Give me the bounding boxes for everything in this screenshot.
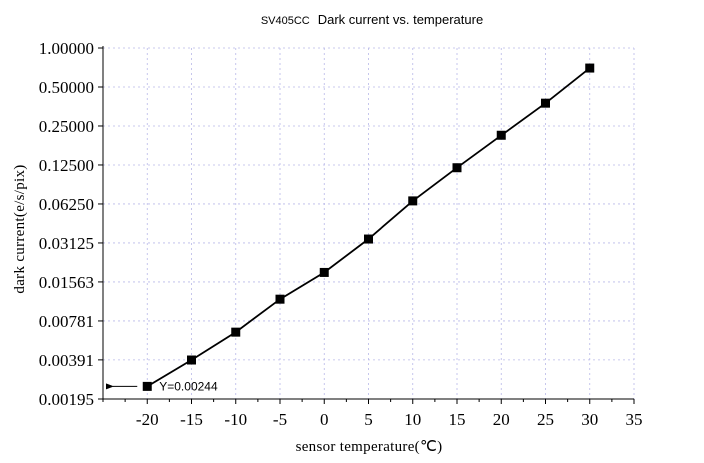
- data-point: [408, 196, 418, 206]
- chart-title: SV405CC Dark current vs. temperature: [261, 11, 483, 28]
- y-tick-label: 0.01563: [39, 273, 94, 292]
- y-tick-label: 0.50000: [39, 78, 94, 97]
- annotation-label: Y=0.00244: [159, 379, 218, 393]
- data-point: [541, 98, 550, 108]
- x-tick-label: 25: [537, 410, 554, 429]
- data-point: [585, 63, 595, 73]
- x-tick-label: 15: [449, 410, 466, 429]
- y-tick-label: 0.00391: [39, 351, 94, 370]
- data-point: [319, 267, 329, 277]
- x-tick-label: -15: [180, 410, 203, 429]
- y-tick-label: 0.25000: [39, 117, 94, 136]
- y-tick-label: 0.03125: [39, 234, 94, 253]
- data-point: [231, 327, 241, 337]
- y-tick-label: 0.00781: [39, 312, 94, 331]
- y-tick-label: 0.06250: [39, 195, 94, 214]
- x-tick-label: -20: [136, 410, 159, 429]
- x-tick-label: 35: [626, 410, 643, 429]
- x-tick-label: 30: [581, 410, 598, 429]
- y-tick-label: 1.00000: [39, 39, 94, 58]
- x-tick-label: -5: [273, 410, 287, 429]
- data-point: [496, 130, 506, 140]
- x-tick-label: 20: [493, 410, 510, 429]
- x-tick-label: -10: [224, 410, 247, 429]
- data-point: [452, 163, 462, 173]
- data-point: [187, 355, 196, 365]
- chart-title-prefix: SV405CC: [261, 15, 310, 27]
- x-tick-label: 0: [320, 410, 329, 429]
- tick-labels: -20 -15 -10 -5 0 5 10 15 20 25 30 35 0.00195 0.00391 0…: [39, 39, 643, 429]
- grid: [103, 47, 635, 400]
- data-point: [364, 234, 373, 244]
- x-axis-label: sensor temperature(℃): [296, 439, 443, 455]
- y-tick-label: 0.12500: [39, 156, 94, 175]
- y-axis-label: dark current(e/s/pix): [12, 164, 28, 293]
- x-tick-label: 10: [404, 410, 421, 429]
- data-point: [275, 294, 285, 304]
- annotation: Y=0.00244: [106, 379, 218, 393]
- y-tick-label: 0.00195: [39, 390, 94, 409]
- x-tick-label: 5: [364, 410, 373, 429]
- chart-title-main: Dark current vs. temperature: [318, 12, 483, 27]
- data-point: [142, 381, 152, 391]
- axes: [98, 46, 635, 404]
- data-series: [142, 63, 595, 391]
